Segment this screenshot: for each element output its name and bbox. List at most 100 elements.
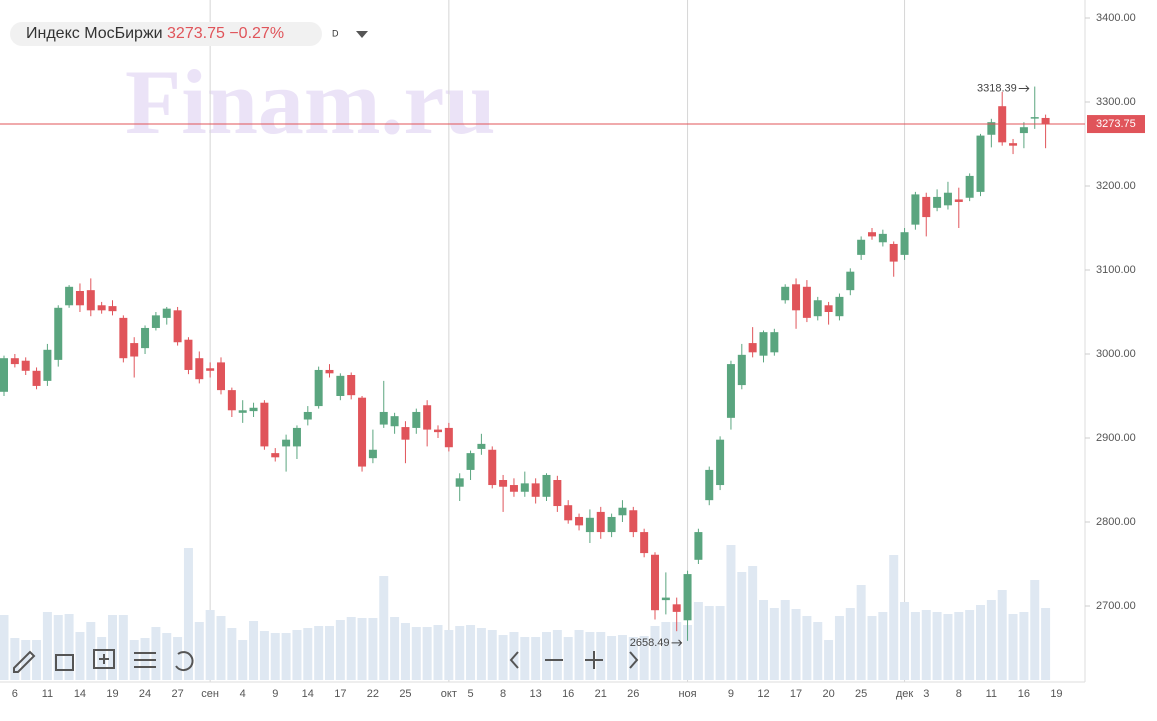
reset-tool[interactable] (175, 651, 194, 672)
candle-body (520, 483, 529, 492)
candle-body (65, 286, 74, 306)
candle-body (585, 517, 594, 533)
volume-bar (487, 630, 497, 680)
add-tool[interactable] (93, 649, 115, 669)
x-tick-label: 14 (302, 688, 314, 700)
volume-bar (845, 608, 855, 680)
x-tick-label: 27 (171, 688, 183, 700)
volume-bar (455, 626, 465, 680)
candle-body (705, 469, 714, 501)
add-plus (99, 654, 109, 664)
x-tick-label: 14 (74, 688, 86, 700)
volume-bar (759, 600, 768, 680)
candle-body (976, 135, 985, 192)
candle-body (260, 402, 269, 447)
volume-bar (856, 585, 866, 680)
volume-bar (639, 636, 649, 680)
candle-body (683, 574, 692, 621)
candle-body (477, 443, 486, 449)
volume-bar (802, 616, 812, 680)
volume-bar (954, 612, 964, 680)
volume-bar (531, 637, 541, 680)
candle-body (943, 192, 952, 206)
candle-body (32, 370, 41, 386)
x-tick-label: 16 (562, 688, 574, 700)
volume-bar (769, 608, 779, 680)
scroll-right[interactable] (629, 651, 639, 669)
zoom-in[interactable] (585, 651, 603, 669)
candle-body (390, 416, 399, 427)
volume-bar (216, 616, 226, 680)
volume-bar (173, 637, 183, 680)
extreme-label: 3318.39 (977, 82, 1017, 94)
volume-bar (617, 635, 627, 680)
volume-bar (563, 637, 573, 680)
volume-bar (921, 610, 931, 680)
volume-bar (780, 600, 790, 680)
volume-bar (867, 616, 877, 680)
volume-bar (183, 548, 193, 680)
interval[interactable]: D (332, 28, 339, 38)
dropdown[interactable] (356, 31, 368, 38)
candle-body (336, 375, 345, 396)
candle-body (119, 317, 128, 359)
volume-bar (64, 614, 74, 680)
scroll-left[interactable] (509, 651, 519, 669)
volume-bar (552, 630, 562, 680)
candle-body (748, 343, 757, 353)
x-tick-label: 17 (334, 688, 346, 700)
index-name: Индекс МосБиржи (26, 25, 163, 42)
candle-body (314, 369, 323, 407)
candle-body (108, 306, 117, 312)
x-tick-label: 16 (1018, 688, 1030, 700)
x-tick-label: окт (441, 688, 457, 700)
volume-bar (1041, 608, 1051, 680)
candle-body (97, 305, 106, 311)
volume-bar (357, 618, 367, 680)
candle-body (455, 478, 464, 487)
candle-body (737, 354, 746, 386)
volume-bar (32, 640, 42, 680)
list-tool[interactable] (55, 654, 74, 671)
x-tick-label: 20 (822, 688, 834, 700)
candle-body (282, 439, 291, 447)
volume-bar (238, 640, 248, 680)
candle-body (857, 239, 866, 255)
volume-bar (1008, 614, 1018, 680)
draw-tool[interactable] (13, 650, 36, 673)
x-tick-label: 22 (367, 688, 379, 700)
candle-body (911, 194, 920, 225)
watermark: Finam.ru (125, 51, 496, 153)
volume-bar (75, 632, 85, 680)
candle-body (195, 358, 204, 380)
volume-bar (889, 555, 899, 680)
settings-tool[interactable] (134, 652, 156, 668)
volume-bar (986, 600, 996, 680)
volume-bar (303, 628, 313, 680)
x-tick-label: 3 (923, 688, 929, 700)
candle-body (325, 369, 334, 374)
candle-body (922, 196, 931, 218)
x-tick-label: 19 (1050, 688, 1062, 700)
candle-body (75, 291, 84, 306)
volume-bar (997, 590, 1007, 680)
candle-body (878, 233, 887, 243)
candle-body (412, 411, 421, 428)
volume-bar (585, 632, 595, 680)
candle-body (759, 332, 768, 356)
candle-body (434, 429, 442, 433)
candle-body (217, 362, 225, 391)
volume-bar (411, 627, 421, 680)
x-tick-label: 8 (956, 688, 962, 700)
candle-body (130, 343, 139, 357)
candle-body (1009, 143, 1018, 146)
candle-body (444, 427, 453, 448)
candle-body (249, 407, 258, 412)
candle-body (151, 315, 160, 328)
candle-body (954, 199, 963, 202)
x-tick-label: 11 (986, 688, 997, 700)
volume-bar (748, 566, 758, 680)
candle-body (206, 368, 215, 371)
extreme-arrow (1018, 85, 1030, 92)
volume-bar (346, 617, 356, 680)
